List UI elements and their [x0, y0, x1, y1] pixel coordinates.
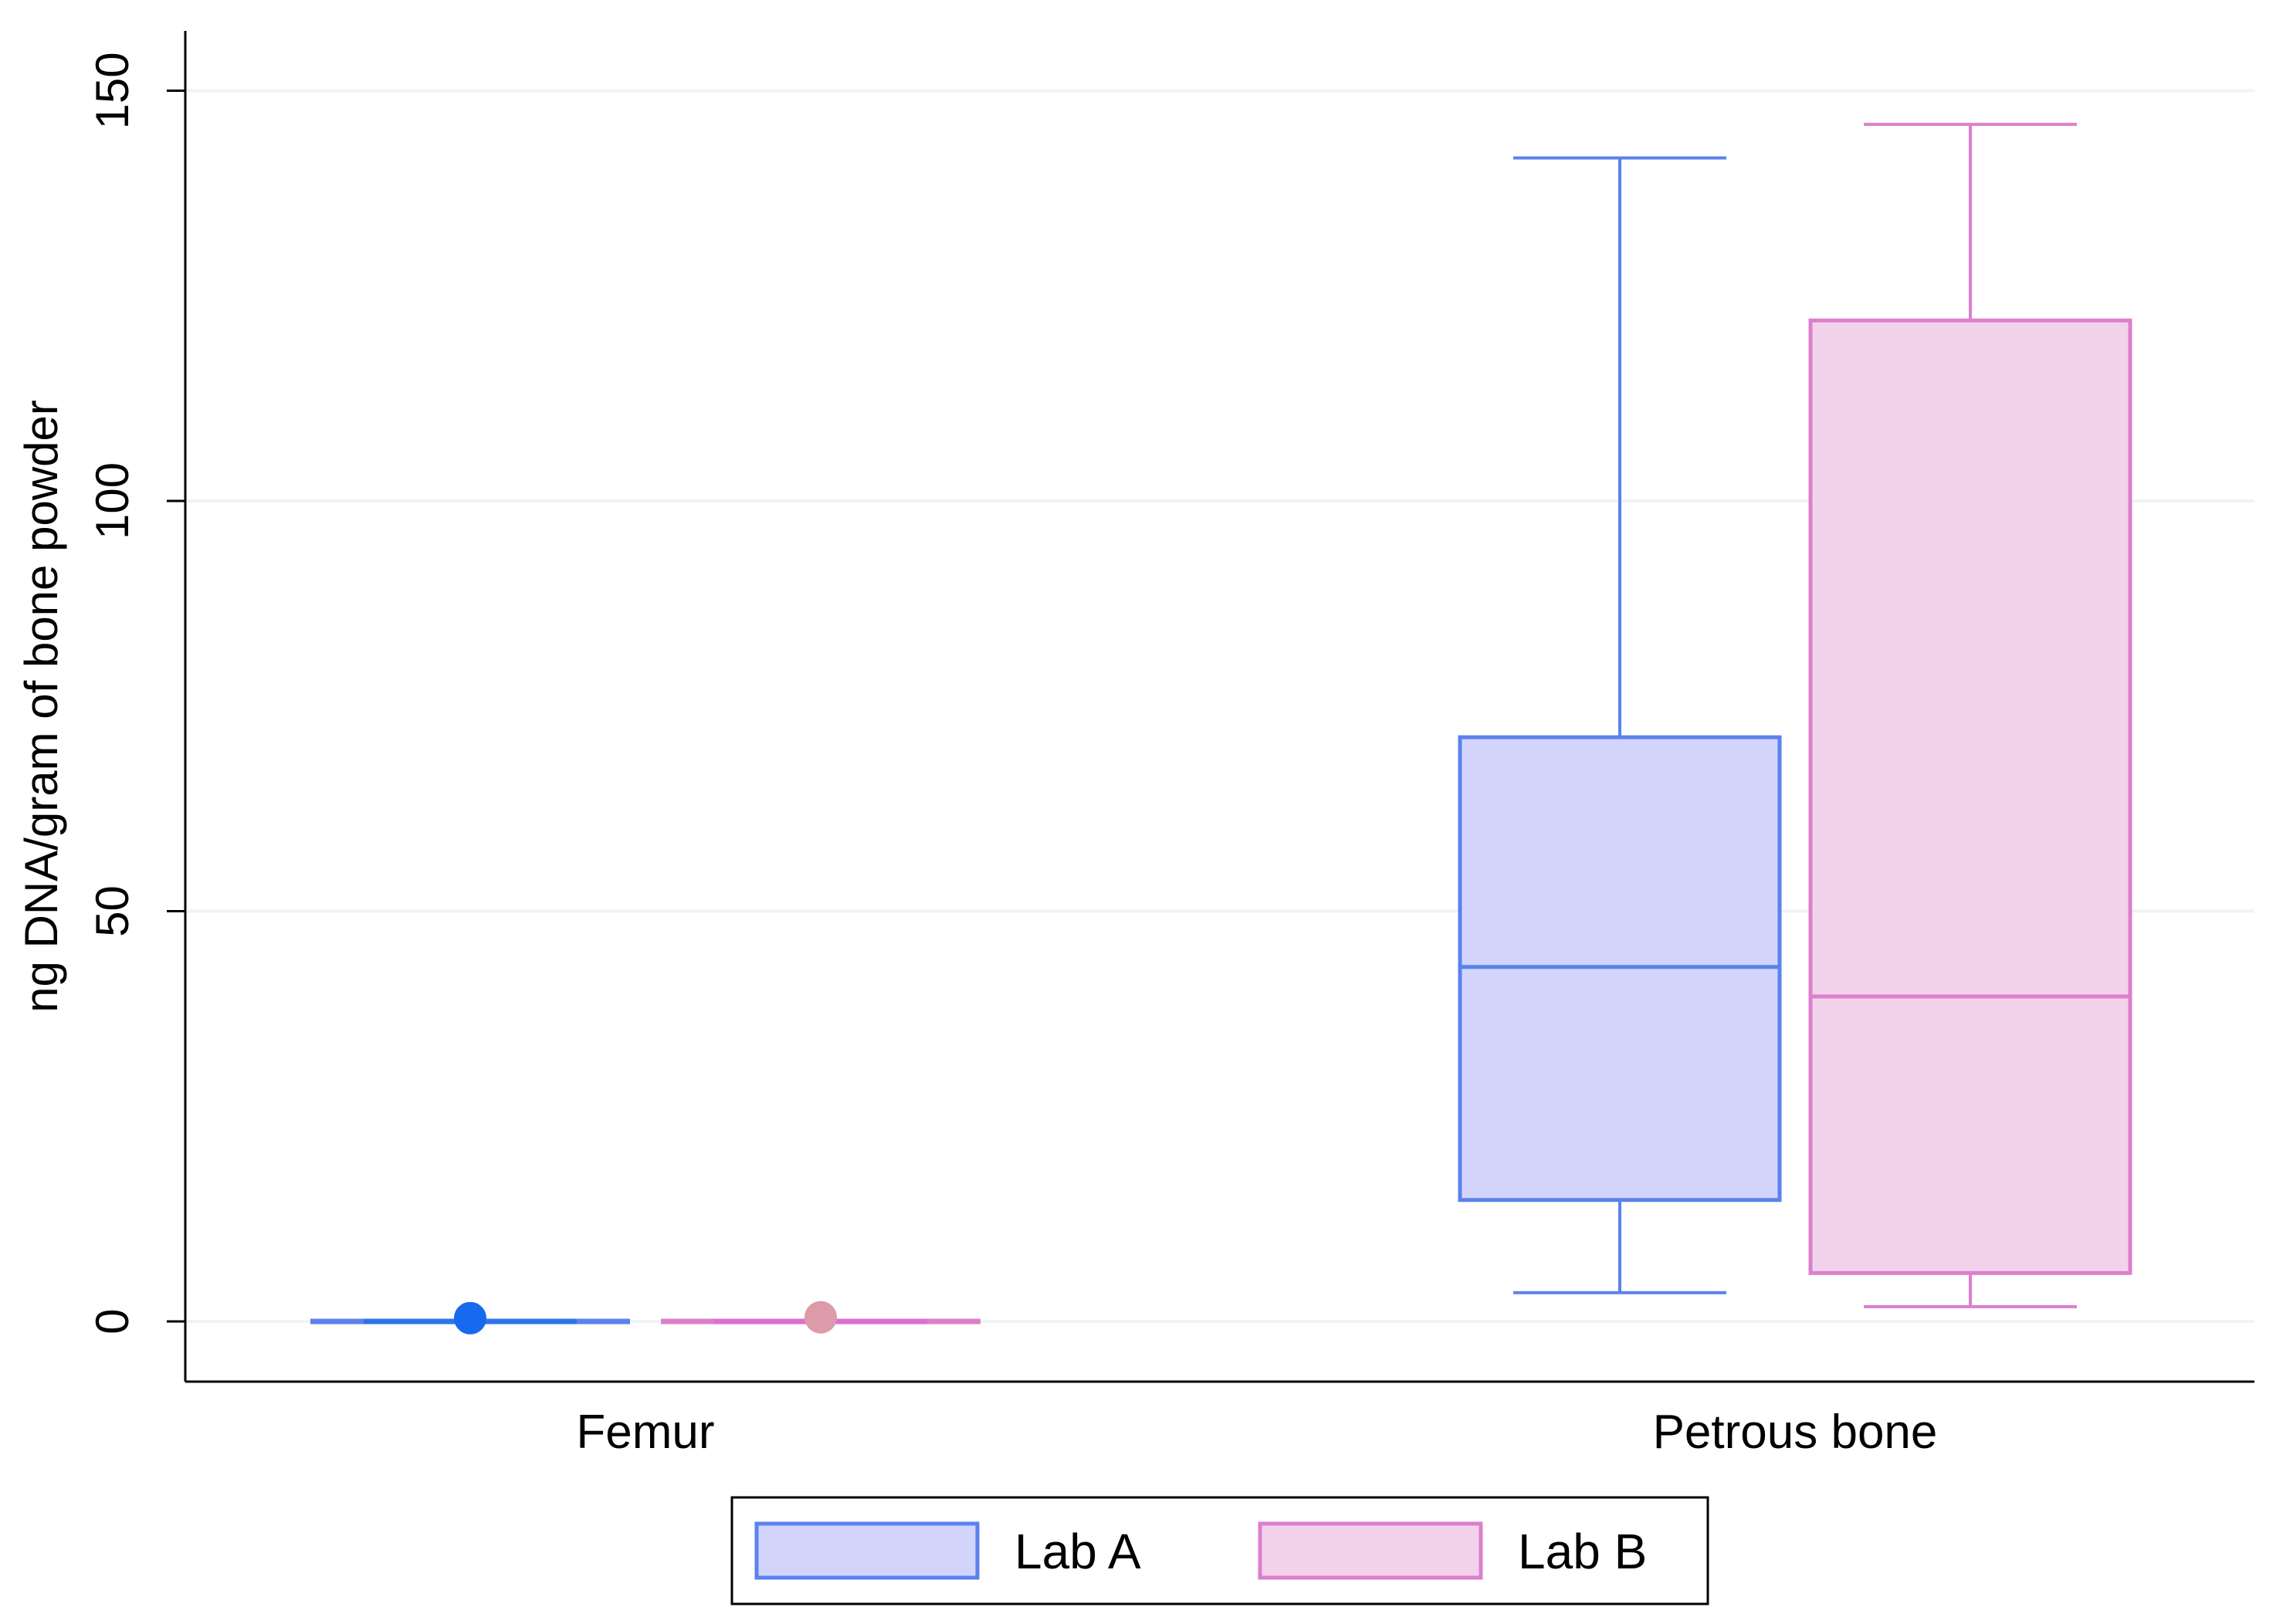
legend-swatch-lab-b [1258, 1521, 1483, 1580]
legend-swatch-lab-a [754, 1521, 980, 1580]
legend-label-lab-a: Lab A [1014, 1524, 1141, 1579]
box-lab-a-femur [310, 1301, 630, 1335]
y-axis-title: ng DNA/gram of bone powder [15, 400, 67, 1013]
box-lab-a-petrous-bone [1458, 156, 1782, 1294]
box-lab-a-femur-outlier-0 [454, 1301, 486, 1335]
y-tick-label-50: 50 [86, 885, 138, 937]
y-tick-label-0: 0 [86, 1308, 138, 1334]
y-tick-label-150: 150 [86, 52, 138, 129]
legend: Lab A Lab B [730, 1496, 1709, 1605]
box-lab-b-femur [661, 1301, 981, 1334]
y-tick-label-100: 100 [86, 462, 138, 540]
x-tick-label-petrous-bone: Petrous bone [1653, 1406, 1938, 1459]
legend-label-lab-b: Lab B [1518, 1524, 1647, 1579]
box-lab-b-femur-outlier-0 [804, 1301, 837, 1334]
y-axis: 0 50 100 150 [86, 31, 187, 1382]
boxes-group [310, 123, 2132, 1335]
x-axis: Femur Petrous bone [185, 1380, 2254, 1459]
box-lab-b-petrous-bone [1808, 123, 2132, 1308]
box-lab-b-petrous-bone-iqr-box [1808, 318, 2132, 1275]
x-tick-label-femur: Femur [576, 1406, 714, 1459]
